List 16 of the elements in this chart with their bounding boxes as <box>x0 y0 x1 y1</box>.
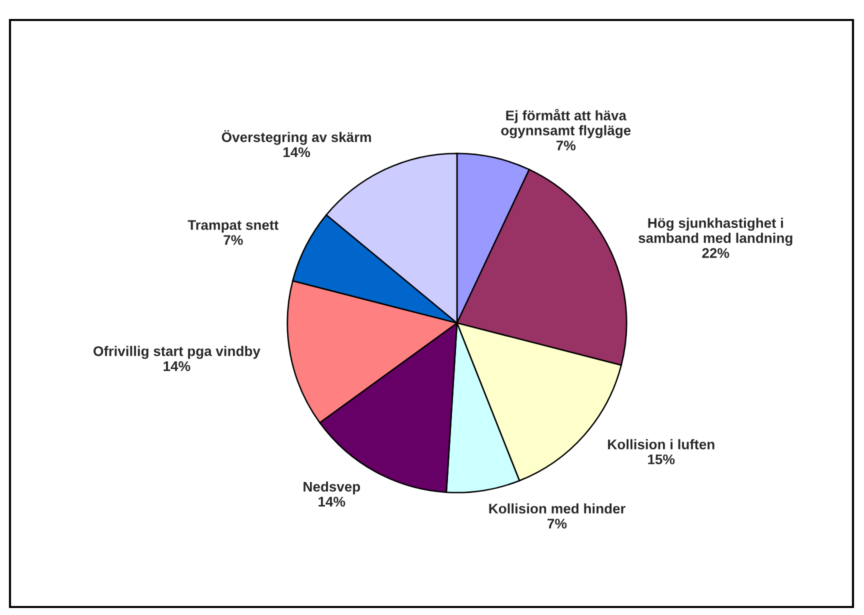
data-label: 7% <box>556 140 576 150</box>
data-label: 7% <box>224 235 243 245</box>
slice-label: Kollision med hinder <box>489 503 626 514</box>
slice-label: Hög sjunkhastighet i samband med landning <box>638 218 792 246</box>
slice-label: Trampat snett <box>188 220 279 233</box>
data-label: 14% <box>164 361 190 372</box>
data-label: 14% <box>318 496 346 507</box>
data-label: 14% <box>284 147 310 158</box>
data-label: 15% <box>648 454 675 464</box>
slice-label: Nedsvep <box>304 481 360 494</box>
slice-label: Överstegring av skärm <box>222 130 371 145</box>
slice-label: Kollision i luften <box>608 439 714 450</box>
slice-label: Ej förmått att häva ogynnsamt flygläge <box>501 108 631 138</box>
data-label: 7% <box>548 518 567 528</box>
slice-label: Ofrivillig start pga vindby <box>94 346 260 359</box>
data-label: 22% <box>702 248 730 258</box>
